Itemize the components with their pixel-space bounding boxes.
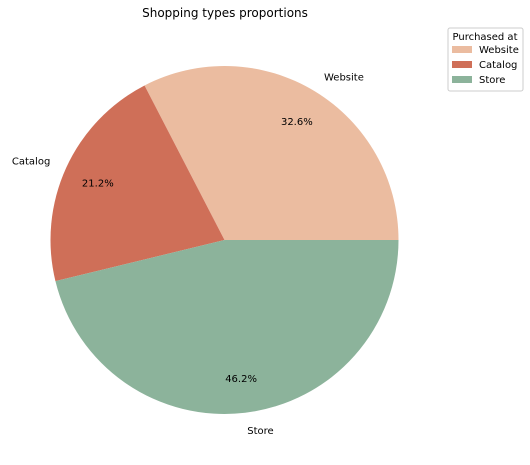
category-label-store: Store	[247, 426, 273, 437]
category-label-website: Website	[324, 72, 364, 83]
legend-label-store: Store	[479, 75, 505, 86]
category-label-catalog: Catalog	[12, 157, 50, 168]
legend-title: Purchased at	[453, 32, 518, 43]
pie-slice-catalog	[50, 85, 225, 282]
chart-title: Shopping types proportions	[142, 6, 308, 20]
pie-slices	[50, 66, 399, 414]
legend-swatch-catalog	[452, 61, 472, 68]
pie-slice-website	[144, 66, 399, 240]
pct-label-website: 32.6%	[281, 117, 313, 128]
pie-labels: 32.6% Website 21.2% Catalog 46.2% Store	[12, 72, 364, 437]
legend-swatch-store	[452, 76, 472, 83]
legend-label-website: Website	[479, 45, 519, 56]
pct-label-store: 46.2%	[225, 374, 257, 385]
pie-slice-store	[55, 240, 399, 414]
legend-label-catalog: Catalog	[479, 60, 517, 71]
legend-swatch-website	[452, 46, 472, 53]
legend-box	[447, 27, 524, 92]
legend-entries: Website Catalog Store	[452, 45, 519, 86]
legend: Purchased at Website Catalog Store	[447, 27, 524, 92]
pct-label-catalog: 21.2%	[82, 178, 114, 189]
